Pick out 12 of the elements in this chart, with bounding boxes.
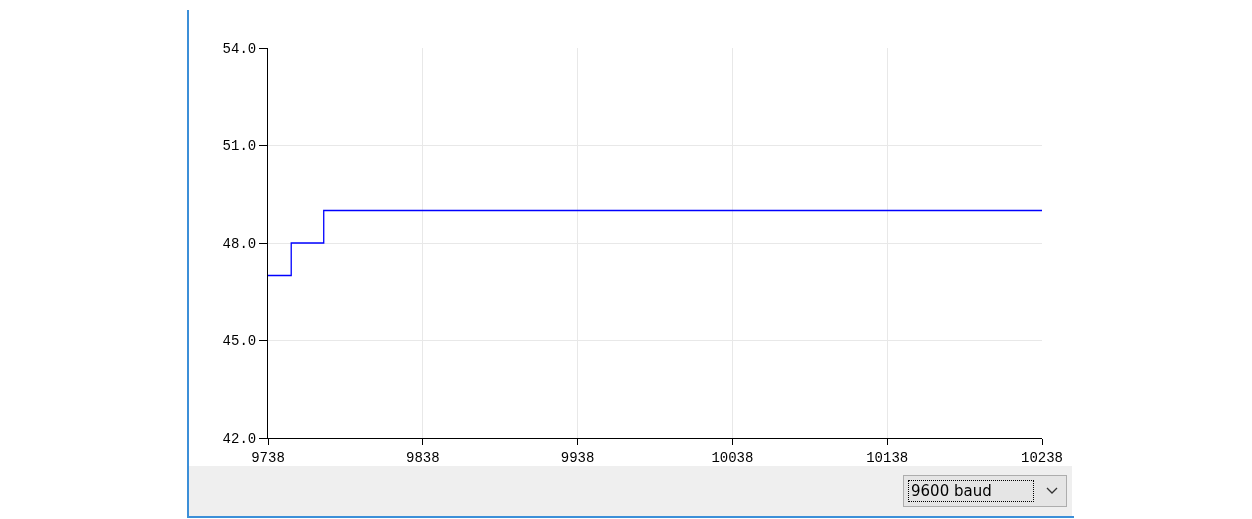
x-tick-label: 9838 — [406, 449, 440, 466]
x-tick-label: 10238 — [1020, 449, 1064, 466]
x-tick-label: 10138 — [866, 449, 909, 466]
x-tick-label: 9738 — [251, 449, 285, 466]
x-tick-label: 9938 — [560, 449, 595, 466]
y-tick-label: 54.0 — [222, 40, 257, 57]
y-tick-label: 42.0 — [222, 430, 257, 447]
y-tick-label: 48.0 — [222, 235, 257, 252]
y-tick-label: 45.0 — [222, 333, 257, 350]
dropdown-field: 9600 baud — [903, 475, 1067, 507]
y-tick-label: 51.0 — [222, 138, 257, 155]
x-tick-label: 10038 — [711, 449, 754, 466]
